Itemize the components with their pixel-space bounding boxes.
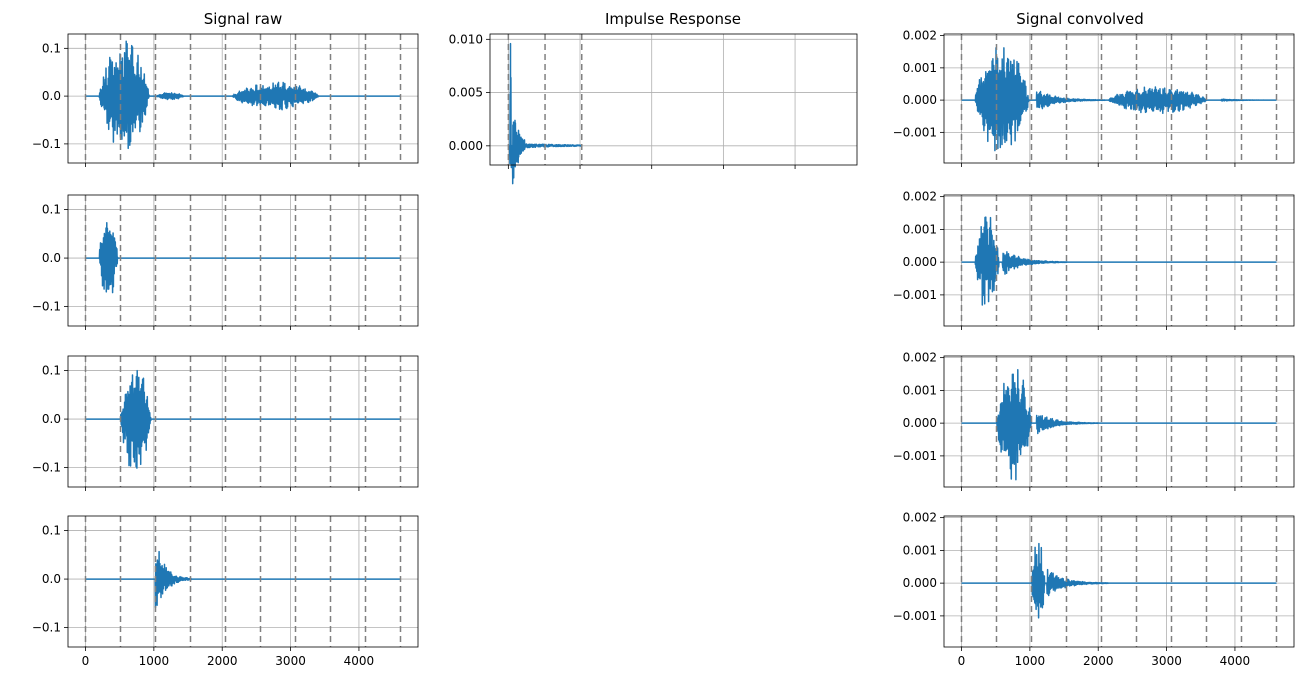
signal-line [85, 369, 401, 469]
y-tick-label: 0.010 [449, 32, 483, 46]
subplot-raw-seg1: −0.1 0.0 0.1 [32, 194, 419, 330]
subplot-conv-full: −0.001 0.000 0.001 0.002 [893, 29, 1295, 167]
y-tick-label: 0.1 [42, 524, 61, 538]
signal-line [961, 368, 1277, 481]
y-tick-label: −0.1 [32, 137, 61, 151]
x-tick-label: 1000 [1015, 654, 1046, 668]
signal-line [85, 550, 401, 609]
y-tick-label: 0.000 [449, 139, 483, 153]
subplot-conv-seg2: −0.001 0.000 0.001 0.002 [893, 351, 1295, 491]
signal-line [961, 216, 1277, 306]
signal-line [961, 542, 1277, 619]
axes-frame [67, 355, 419, 488]
x-tick-label: 0 [958, 654, 966, 668]
x-tick-label: 2000 [1083, 654, 1114, 668]
axes-frame [67, 194, 419, 327]
y-tick-label: −0.1 [32, 300, 61, 314]
y-tick-label: −0.1 [32, 461, 61, 475]
x-tick-label: 0 [82, 654, 90, 668]
y-tick-label: 0.002 [903, 190, 937, 204]
y-tick-label: 0.000 [903, 93, 937, 107]
y-tick-label: 0.002 [903, 511, 937, 525]
title-signal-raw: Signal raw [204, 10, 282, 28]
y-tick-label: 0.002 [903, 29, 937, 43]
y-tick-label: 0.000 [903, 576, 937, 590]
y-tick-label: 0.001 [903, 383, 937, 397]
y-tick-label: 0.1 [42, 41, 61, 55]
subplot-impulse-response: 0.000 0.005 0.010 [449, 32, 858, 185]
title-impulse-response: Impulse Response [605, 10, 741, 28]
y-tick-label: 0.001 [903, 222, 937, 236]
axes-frame [67, 515, 419, 648]
subplot-raw-seg2: −0.1 0.0 0.1 [32, 355, 419, 491]
axes-frame [943, 355, 1295, 488]
y-tick-label: 0.1 [42, 203, 61, 217]
x-tick-label: 3000 [275, 654, 306, 668]
y-tick-label: 0.0 [42, 412, 61, 426]
x-tick-label: 3000 [1151, 654, 1182, 668]
x-tick-label: 2000 [207, 654, 238, 668]
signal-line [85, 40, 401, 150]
axes-frame [67, 33, 419, 164]
y-tick-label: 0.000 [903, 416, 937, 430]
subplot-raw-full: −0.1 0.0 0.1 [32, 33, 419, 167]
axes-frame [943, 515, 1295, 648]
subplot-conv-seg1: −0.001 0.000 0.001 0.002 [893, 190, 1295, 330]
axes-frame [489, 33, 858, 166]
subplot-raw-seg3: 0 1000 2000 3000 4000 −0.1 0.0 0.1 [32, 515, 419, 668]
y-tick-label: 0.002 [903, 351, 937, 365]
y-tick-label: 0.001 [903, 61, 937, 75]
x-tick-label: 1000 [139, 654, 170, 668]
y-tick-label: −0.001 [893, 449, 937, 463]
x-tick-label: 4000 [1220, 654, 1251, 668]
signal-line [85, 222, 401, 294]
subplot-conv-seg3: 0 1000 2000 3000 4000 −0.001 0.000 0.001 0.002 [893, 511, 1295, 668]
y-tick-label: 0.000 [903, 255, 937, 269]
y-tick-label: 0.001 [903, 543, 937, 557]
y-tick-label: 0.005 [449, 86, 483, 100]
axes-frame [943, 194, 1295, 327]
y-tick-label: −0.1 [32, 621, 61, 635]
title-signal-convolved: Signal convolved [1016, 10, 1144, 28]
axes-frame [943, 33, 1295, 164]
y-tick-label: −0.001 [893, 609, 937, 623]
y-tick-label: 0.0 [42, 251, 61, 265]
y-tick-label: 0.0 [42, 572, 61, 586]
y-tick-label: 0.0 [42, 89, 61, 103]
x-tick-label: 4000 [344, 654, 375, 668]
y-tick-label: −0.001 [893, 125, 937, 139]
signal-line [961, 47, 1277, 152]
y-tick-label: −0.001 [893, 288, 937, 302]
y-tick-label: 0.1 [42, 364, 61, 378]
